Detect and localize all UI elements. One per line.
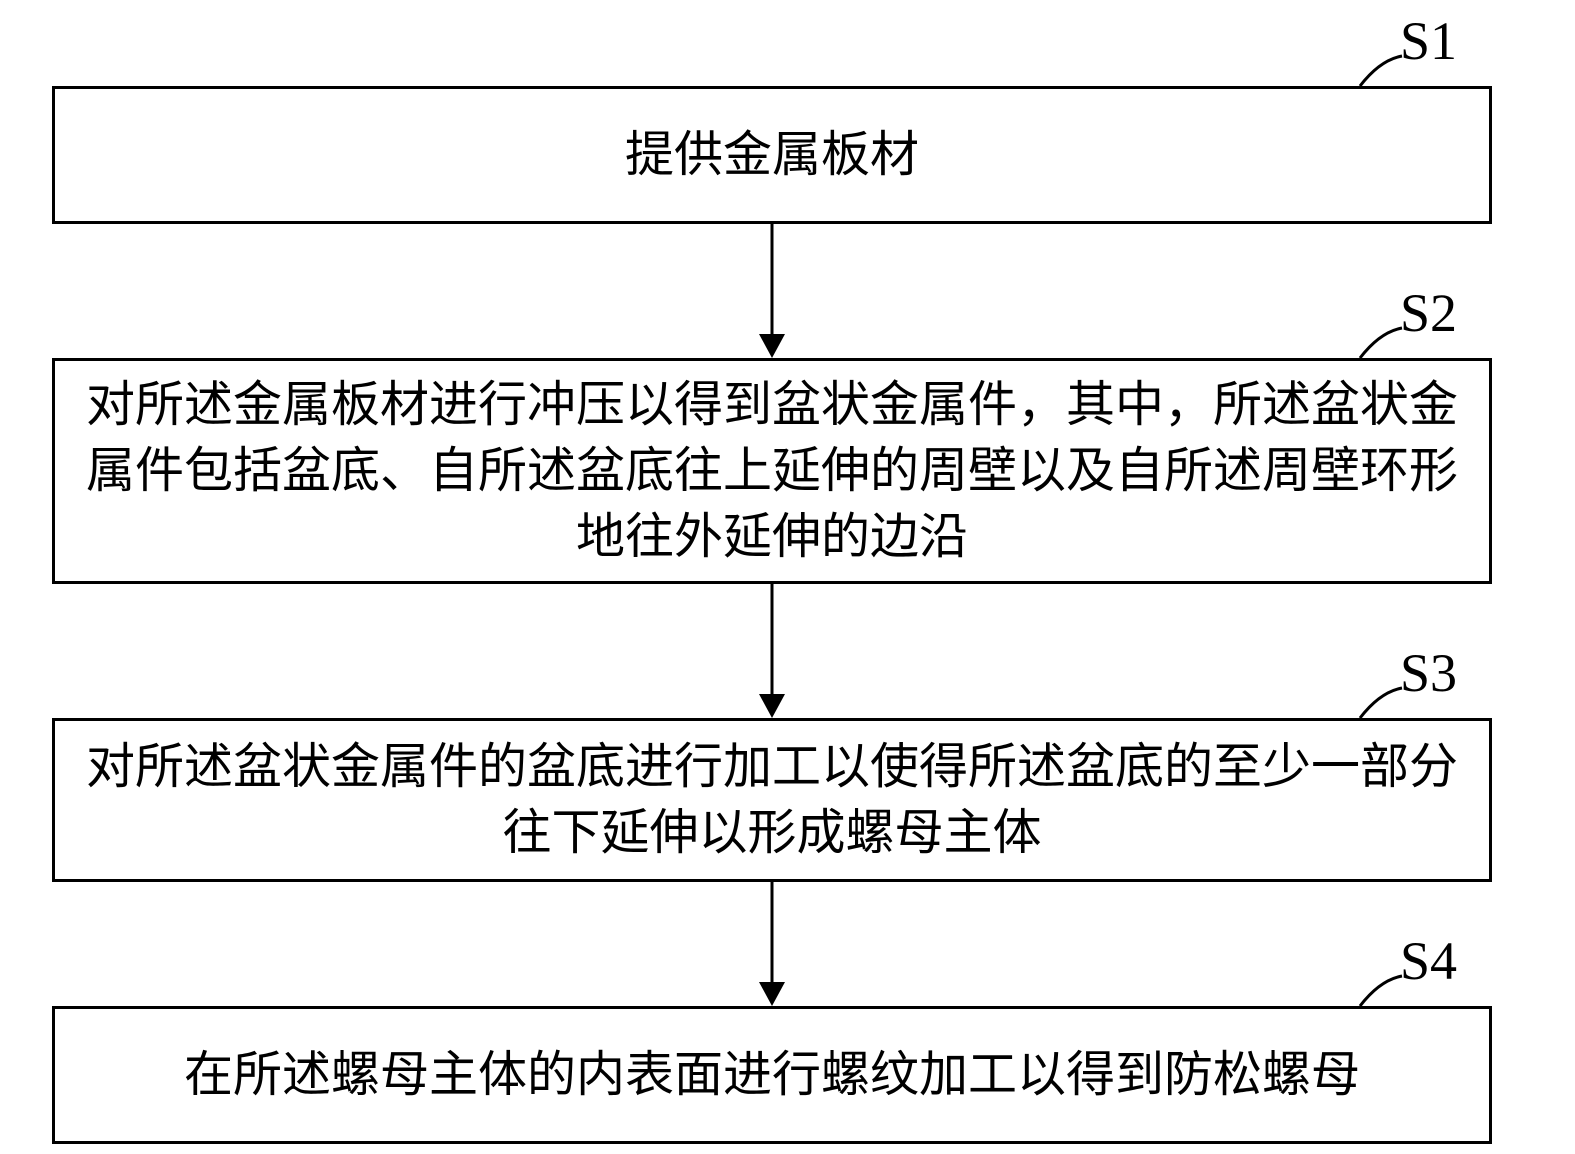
step-text-s3: 对所述盆状金属件的盆底进行加工以使得所述盆底的至少一部分往下延伸以形成螺母主体 xyxy=(73,734,1471,866)
step-text-s1: 提供金属板材 xyxy=(73,122,1471,188)
step-text-s2: 对所述金属板材进行冲压以得到盆状金属件，其中，所述盆状金属件包括盆底、自所述盆底… xyxy=(73,372,1471,570)
step-box-s3: 对所述盆状金属件的盆底进行加工以使得所述盆底的至少一部分往下延伸以形成螺母主体 xyxy=(52,718,1492,882)
flowchart-canvas: S1 提供金属板材 S2 对所述金属板材进行冲压以得到盆状金属件，其中，所述盆状… xyxy=(0,0,1575,1154)
arrow-s2-s3 xyxy=(746,584,798,718)
step-box-s2: 对所述金属板材进行冲压以得到盆状金属件，其中，所述盆状金属件包括盆底、自所述盆底… xyxy=(52,358,1492,584)
step-box-s4: 在所述螺母主体的内表面进行螺纹加工以得到防松螺母 xyxy=(52,1006,1492,1144)
arrow-s3-s4 xyxy=(746,882,798,1006)
step-text-s4: 在所述螺母主体的内表面进行螺纹加工以得到防松螺母 xyxy=(73,1042,1471,1108)
arrow-s1-s2 xyxy=(746,224,798,358)
step-box-s1: 提供金属板材 xyxy=(52,86,1492,224)
